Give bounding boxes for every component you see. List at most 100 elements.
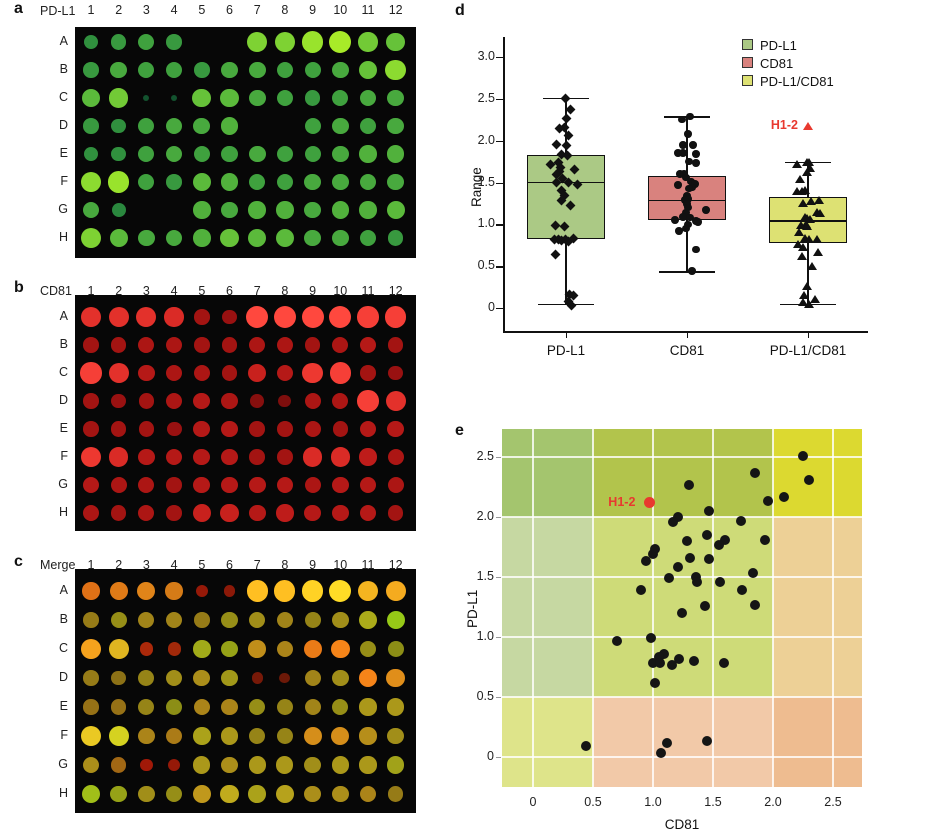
microarray-spot — [276, 699, 293, 715]
microarray-spot — [83, 421, 99, 437]
microarray-spot — [165, 145, 183, 163]
microarray-spot — [223, 585, 236, 597]
microarray-spot — [193, 420, 211, 438]
row-label: D — [58, 118, 68, 132]
microarray-spot — [192, 88, 212, 108]
microarray-spot — [110, 421, 127, 437]
microarray-spot — [221, 337, 238, 353]
microarray-spot — [138, 61, 155, 79]
microarray-spot — [193, 640, 211, 658]
microarray-spot — [138, 727, 155, 745]
row-label: D — [58, 393, 68, 407]
microarray-spot — [109, 447, 129, 467]
microarray-spot — [83, 34, 99, 50]
column-number: 6 — [226, 284, 233, 298]
microarray-spot — [279, 672, 291, 684]
microarray-spot — [110, 505, 127, 521]
data-point-circle — [684, 220, 692, 229]
microarray-spot — [277, 449, 293, 465]
e-y-tick-label: 2.5 — [476, 449, 494, 463]
microarray-spot — [81, 639, 101, 659]
microarray-spot — [278, 394, 292, 408]
background-region — [773, 429, 862, 517]
microarray-spot — [332, 611, 349, 629]
column-number: 4 — [170, 558, 178, 572]
microarray-spot — [80, 446, 102, 468]
microarray-spot — [110, 785, 128, 803]
microarray-spot — [359, 145, 377, 163]
e-y-tick-label: 2.0 — [476, 509, 494, 523]
microarray-spot — [329, 306, 352, 328]
row-label: H — [58, 230, 68, 244]
d-y-tick-label: 1.0 — [477, 216, 495, 231]
column-number: 8 — [281, 558, 289, 572]
microarray-spot — [330, 639, 350, 659]
microarray-spot — [276, 728, 293, 744]
column-number: 4 — [170, 3, 178, 17]
microarray-spot — [221, 61, 238, 79]
scatter-plot-area: H1-2 — [502, 429, 862, 787]
e-y-tick-label: 0 — [487, 749, 494, 763]
microarray-spot — [194, 62, 210, 78]
microarray-spot — [387, 727, 404, 745]
microarray-spot — [221, 698, 238, 716]
data-point-circle — [679, 141, 687, 149]
microarray-spot — [331, 756, 349, 774]
microarray-spot — [304, 476, 321, 494]
microarray-spot — [166, 477, 182, 493]
microarray-spot — [274, 580, 296, 602]
e-x-tick-label: 0 — [529, 795, 537, 809]
data-point-triangle — [797, 252, 807, 261]
microarray-image-pdl1 — [75, 27, 416, 258]
microarray-spot — [165, 669, 183, 687]
microarray-spot — [81, 88, 101, 108]
microarray-spot — [138, 448, 155, 466]
microarray-spot — [330, 447, 350, 467]
microarray-spot — [83, 393, 99, 409]
microarray-spot — [249, 173, 266, 191]
microarray-spot — [220, 228, 239, 248]
gridline-vertical — [532, 429, 534, 787]
microarray-spot — [387, 476, 404, 494]
microarray-spot — [192, 172, 211, 192]
microarray-spot — [143, 95, 150, 101]
background-region — [593, 517, 773, 697]
d-x-tick — [687, 331, 689, 338]
data-point-triangle — [802, 167, 812, 176]
microarray-spot — [108, 306, 129, 328]
data-point-circle — [671, 216, 679, 224]
column-number: 9 — [309, 558, 317, 572]
h1-2-annotation-label: H1-2 — [770, 118, 798, 133]
microarray-spot — [385, 306, 407, 328]
data-point-circle — [682, 208, 690, 217]
d-y-axis — [503, 37, 505, 331]
microarray-spot — [276, 89, 293, 107]
data-point-circle — [674, 149, 682, 157]
microarray-spot — [276, 785, 294, 803]
scatter-point — [580, 741, 591, 752]
d-y-tick — [496, 182, 503, 184]
microarray-spot — [140, 758, 153, 772]
scatter-point — [778, 491, 789, 502]
scatter-point — [684, 479, 694, 490]
microarray-spot — [359, 117, 377, 135]
microarray-spot — [386, 610, 405, 630]
e-y-axis-label: PD-L1 — [465, 589, 480, 628]
microarray-spot — [221, 669, 238, 687]
microarray-spot — [220, 88, 239, 108]
scatter-point — [668, 516, 679, 527]
microarray-spot — [332, 698, 349, 716]
scatter-point — [676, 608, 687, 618]
panel-letter-d: d — [455, 2, 465, 19]
microarray-spot — [248, 504, 266, 522]
data-point-circle — [679, 149, 687, 157]
e-y-tick — [496, 517, 501, 519]
scatter-point — [720, 534, 730, 545]
data-point-triangle — [795, 175, 805, 184]
microarray-spot — [276, 201, 294, 219]
microarray-spot — [138, 504, 155, 522]
data-point-circle — [681, 196, 689, 204]
microarray-spot — [82, 582, 100, 600]
data-point-triangle — [804, 235, 814, 244]
microarray-spot — [331, 726, 350, 746]
